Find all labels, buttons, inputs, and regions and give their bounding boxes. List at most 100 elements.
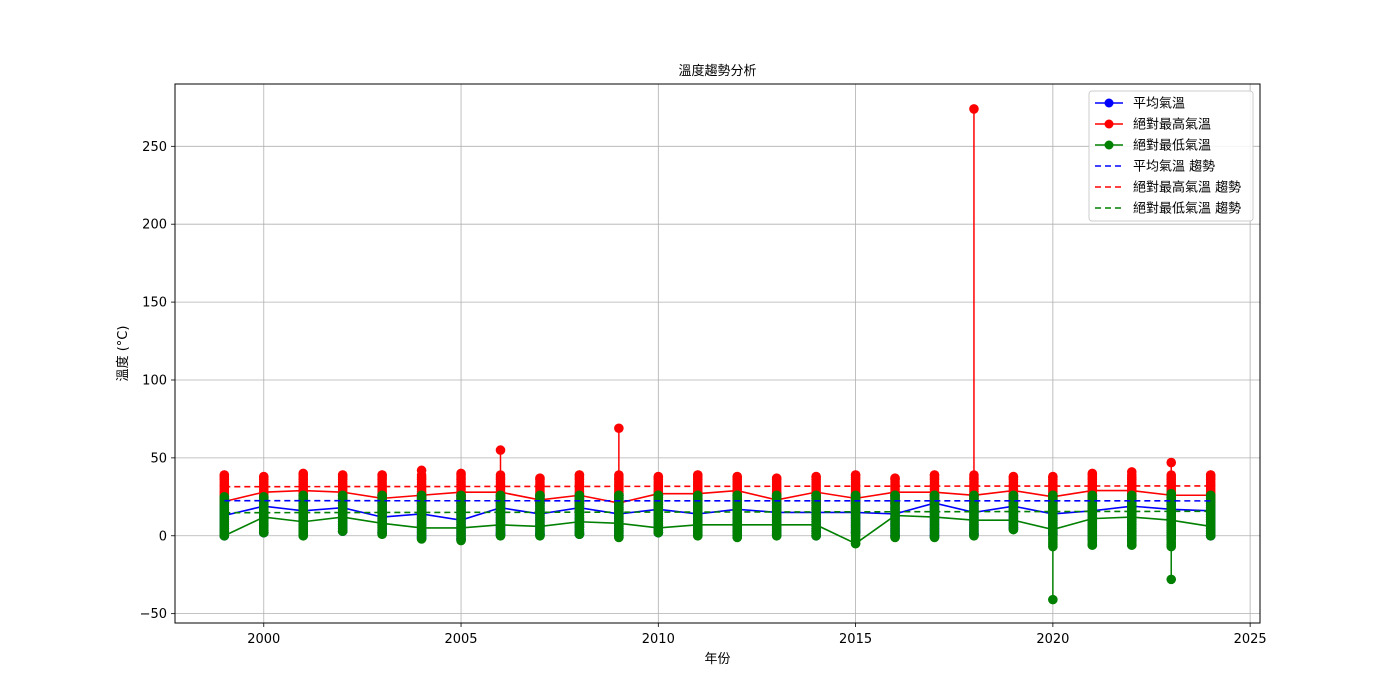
y-axis-label: 溫度 (°C) (115, 326, 131, 382)
data-point (574, 529, 585, 540)
data-point (1126, 540, 1137, 550)
data-point (1205, 470, 1216, 480)
legend-item: 平均氣溫 (1095, 97, 1185, 112)
data-point (495, 470, 506, 480)
data-point (1008, 490, 1019, 501)
data-point (258, 527, 269, 538)
data-point (337, 526, 348, 536)
data-point (456, 490, 466, 501)
data-point (969, 104, 979, 114)
data-point (969, 530, 979, 541)
data-point (890, 473, 900, 483)
data-point (1087, 468, 1098, 479)
legend-label: 絕對最高氣溫 趨勢 (1133, 180, 1241, 196)
data-point (298, 490, 309, 501)
series-絕對最高氣溫 (219, 104, 1216, 508)
data-point (811, 530, 821, 541)
data-point (1008, 524, 1019, 535)
data-point (495, 490, 506, 501)
y-tick-label: 250 (142, 140, 167, 155)
data-point (337, 470, 348, 480)
data-point (692, 490, 703, 501)
data-point (1166, 457, 1177, 468)
x-tick-label: 2000 (247, 632, 280, 647)
data-point (1166, 574, 1177, 585)
data-point (771, 490, 782, 501)
data-point (653, 527, 664, 538)
data-point (614, 423, 624, 434)
data-point (811, 471, 821, 482)
data-point (1166, 470, 1177, 480)
x-tick-label: 2020 (1036, 632, 1069, 647)
data-point (692, 470, 703, 480)
data-point (811, 490, 821, 501)
data-point (771, 530, 782, 541)
data-point (337, 490, 348, 501)
x-tick-label: 2025 (1234, 632, 1267, 647)
legend-label: 絕對最高氣溫 (1133, 117, 1211, 133)
data-point (614, 490, 624, 501)
data-point (850, 490, 861, 501)
data-point (574, 490, 585, 501)
legend-marker (1104, 140, 1114, 150)
data-point (653, 471, 664, 482)
data-point (1048, 471, 1058, 482)
data-point (377, 470, 387, 480)
x-tick-label: 2015 (839, 632, 872, 647)
y-tick-label: 200 (142, 218, 167, 233)
data-point (495, 445, 506, 455)
data-point (1008, 471, 1019, 482)
data-point (416, 490, 427, 501)
data-point (1205, 530, 1216, 541)
series-line (224, 489, 1211, 504)
data-point (732, 532, 743, 543)
data-point (929, 470, 940, 480)
y-tick-label: 50 (150, 451, 167, 466)
data-point (377, 490, 387, 501)
data-point (1048, 490, 1058, 501)
legend-item: 絕對最低氣溫 (1095, 139, 1211, 154)
legend-marker (1104, 98, 1114, 108)
y-tick-label: 150 (142, 296, 167, 311)
legend-box (1088, 90, 1254, 222)
data-point (929, 532, 940, 543)
data-point (456, 468, 466, 479)
data-point (416, 465, 427, 476)
y-tick-label: 0 (159, 529, 167, 544)
data-point (1087, 490, 1098, 501)
data-point (890, 532, 900, 543)
x-axis-label: 年份 (704, 652, 730, 667)
data-point (456, 535, 466, 546)
data-point (1126, 467, 1137, 477)
legend-item: 絕對最高氣溫 趨勢 (1095, 180, 1241, 196)
legend-marker (1104, 119, 1114, 129)
trend-line (224, 510, 1211, 514)
y-tick-label: 100 (142, 373, 167, 388)
data-point (298, 530, 309, 541)
data-point (850, 470, 861, 480)
x-tick-label: 2010 (642, 632, 675, 647)
data-point (219, 492, 230, 502)
data-point (535, 473, 545, 483)
series-絕對最低氣溫 (219, 488, 1216, 605)
legend-item: 絕對最低氣溫 趨勢 (1095, 202, 1241, 217)
legend-label: 絕對最低氣溫 (1133, 139, 1211, 154)
chart-title: 溫度趨勢分析 (678, 63, 756, 79)
legend-label: 平均氣溫 趨勢 (1133, 160, 1215, 175)
data-point (377, 529, 387, 540)
data-point (614, 470, 624, 480)
data-point (771, 473, 782, 483)
data-point (1087, 540, 1098, 550)
legend-label: 平均氣溫 (1133, 97, 1185, 112)
data-point (732, 490, 743, 501)
data-point (929, 490, 940, 501)
data-point (258, 492, 269, 502)
data-point (1166, 488, 1177, 499)
data-point (969, 470, 979, 480)
axis-ticks: 2000 2005 2010 2015 2020 2025 −50 0 50 100 150 200 2… (140, 140, 1267, 647)
data-point (298, 468, 309, 479)
data-point (614, 532, 624, 543)
data-point (535, 490, 545, 501)
